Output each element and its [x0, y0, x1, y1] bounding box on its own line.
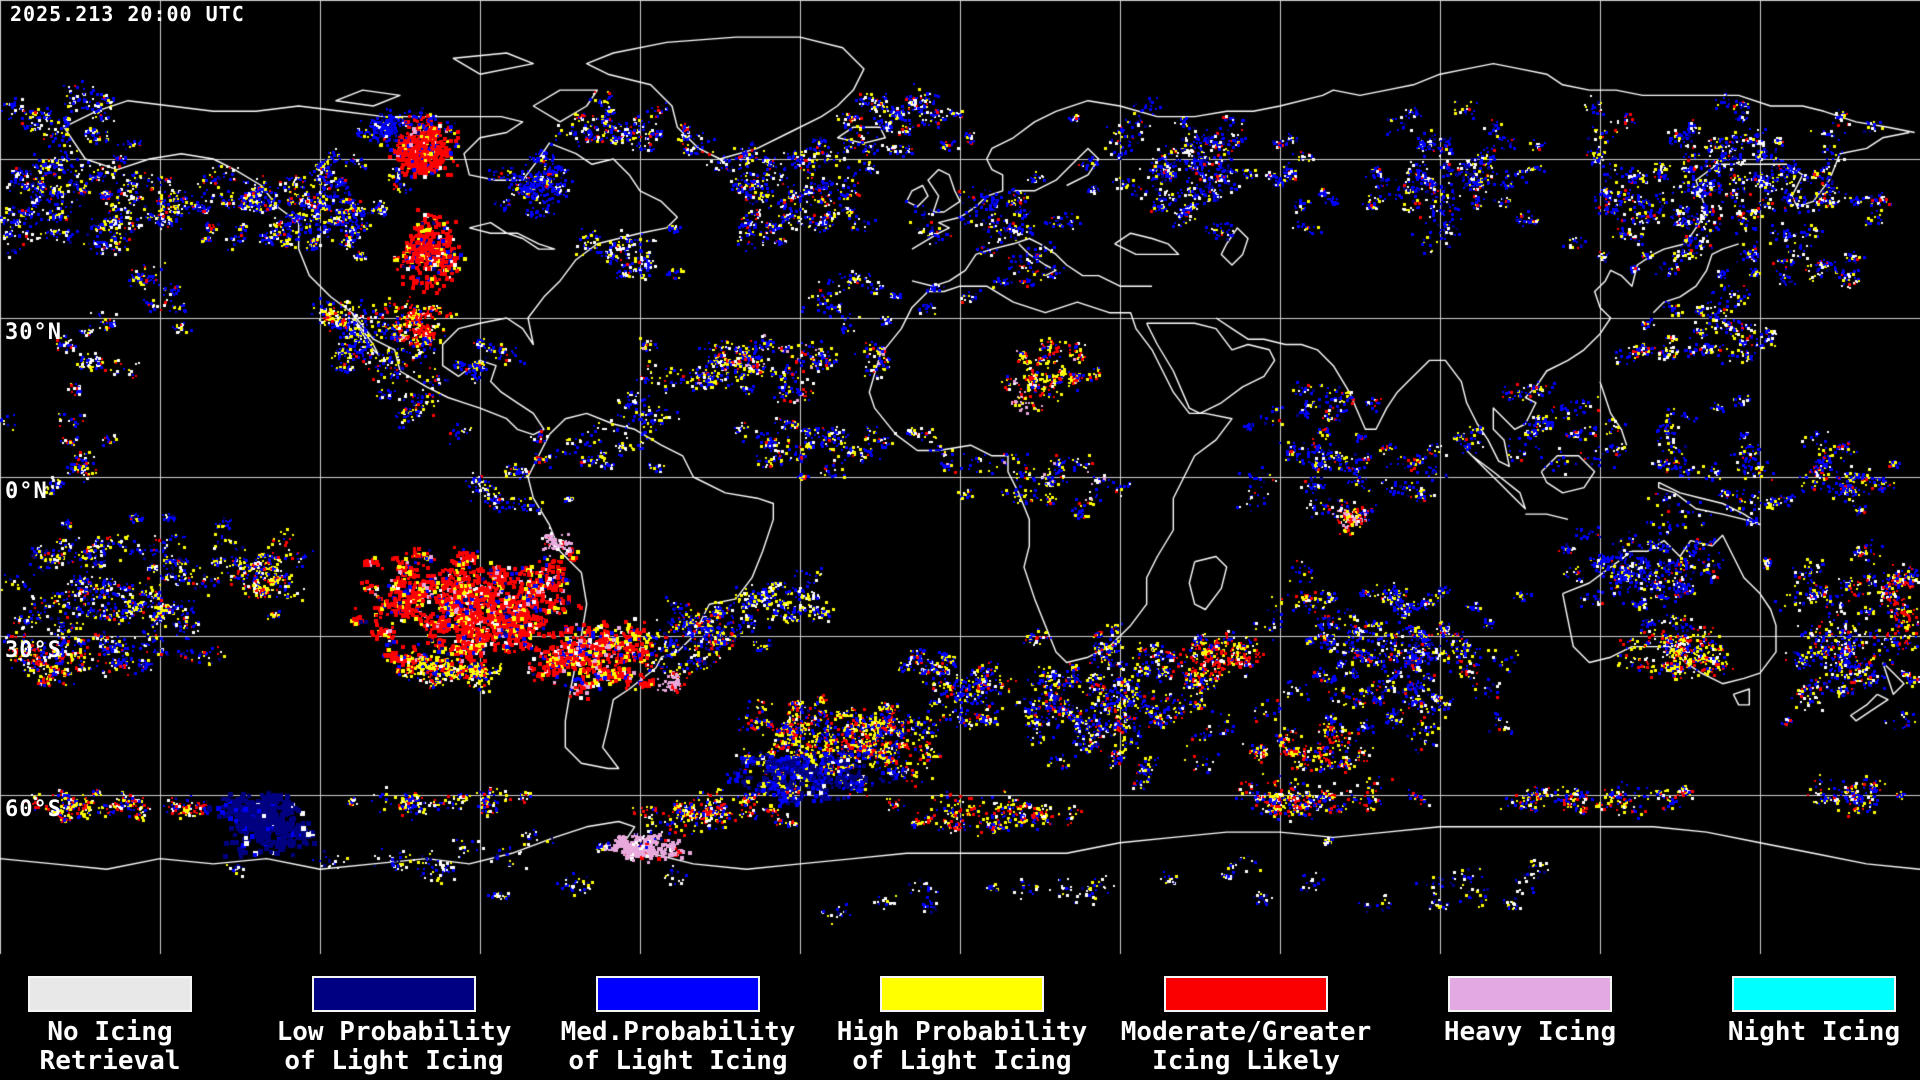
legend-label: Med.Probability — [560, 1017, 796, 1047]
lat-label-60s: 60°S — [5, 797, 62, 822]
legend-item-heavy-icing: Heavy Icing — [1388, 962, 1672, 1047]
lat-label-0n: 0°N — [5, 479, 48, 504]
legend-item-high-prob-light-icing: High Probability of Light Icing — [820, 962, 1104, 1076]
world-map: 2025.213 20:00 UTC 30°N 0°N 30°S 60°S — [0, 0, 1920, 962]
legend-item-moderate-greater-icing: Moderate/Greater Icing Likely — [1104, 962, 1388, 1076]
timestamp: 2025.213 20:00 UTC — [10, 2, 245, 26]
lat-label-30n: 30°N — [5, 320, 62, 345]
legend-item-low-prob-light-icing: Low Probability of Light Icing — [252, 962, 536, 1076]
moderate-greater-icing-swatch — [1164, 976, 1328, 1012]
no-icing-retrieval-swatch — [28, 976, 192, 1012]
legend-label: Moderate/Greater — [1120, 1017, 1372, 1047]
legend-label: No Icing — [47, 1017, 173, 1047]
legend-label: Night Icing — [1727, 1017, 1901, 1047]
legend-label: of Light Icing — [852, 1046, 1072, 1076]
heavy-icing-swatch — [1448, 976, 1612, 1012]
night-icing-swatch — [1732, 976, 1896, 1012]
legend-label: Heavy Icing — [1443, 1017, 1617, 1047]
legend: No Icing Retrieval Low Probability of Light… — [0, 962, 1920, 1080]
world-map-canvas — [0, 0, 1920, 962]
legend-item-no-icing-retrieval: No Icing Retrieval — [0, 962, 252, 1076]
legend-label: Retrieval — [39, 1046, 181, 1076]
high-prob-light-icing-swatch — [880, 976, 1044, 1012]
legend-label: High Probability — [836, 1017, 1088, 1047]
legend-label: of Light Icing — [568, 1046, 788, 1076]
legend-item-night-icing: Night Icing — [1672, 962, 1920, 1047]
med-prob-light-icing-swatch — [596, 976, 760, 1012]
low-prob-light-icing-swatch — [312, 976, 476, 1012]
legend-label: of Light Icing — [284, 1046, 504, 1076]
legend-label: Low Probability — [276, 1017, 512, 1047]
lat-label-30s: 30°S — [5, 638, 62, 663]
legend-item-med-prob-light-icing: Med.Probability of Light Icing — [536, 962, 820, 1076]
legend-label: Icing Likely — [1152, 1046, 1340, 1076]
